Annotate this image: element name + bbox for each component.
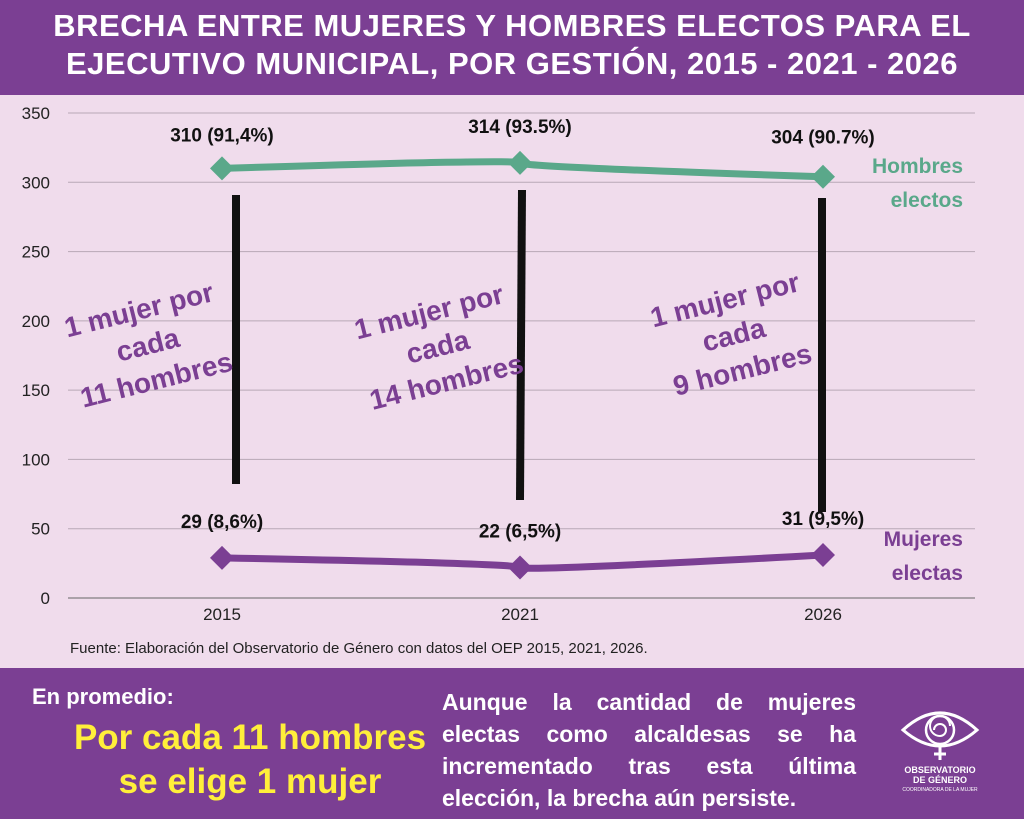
x-tick-label: 2021 [501,605,539,624]
gap-bar [516,189,526,501]
line-chart: 0 50 100 150 200 250 300 350 2015 2021 2026 1 mujer… [22,104,975,624]
footer [0,668,1024,819]
data-point [508,555,532,580]
data-label: 304 (90.7%) [771,128,875,149]
data-point [210,156,234,181]
average-label: En promedio: [32,684,174,709]
header: BRECHA ENTRE MUJERES Y HOMBRES ELECTOS P… [0,0,1024,95]
logo-subtext: COORDINADORA DE LA MUJER [902,787,978,793]
series-name-label: Hombres [872,155,963,178]
note-line: elección, la brecha aún persiste. [442,785,797,811]
observatorio-eye-icon [900,711,980,760]
data-label: 22 (6,5%) [479,522,561,543]
note-line: electas como alcaldesas se ha [442,721,856,747]
data-label: 310 (91,4%) [170,125,274,146]
series-name-label: electas [892,562,963,585]
y-tick-label: 300 [22,173,50,192]
y-tick-label: 350 [22,104,50,123]
source-note: Fuente: Elaboración del Observatorio de … [70,640,648,657]
chart-title-line2: EJECUTIVO MUNICIPAL, POR GESTIÓN, 2015 -… [66,46,958,81]
y-tick-label: 100 [22,450,50,469]
note-line: incrementado tras esta última [442,753,856,779]
data-point [811,543,835,568]
data-point [811,164,835,189]
x-tick-label: 2015 [203,605,241,624]
chart-area: 0 50 100 150 200 250 300 350 2015 2021 2026 1 mujer… [0,95,1024,668]
logo-text: OBSERVATORIO DE GÉNERO [904,765,976,785]
series-name-label: Mujeres [884,528,963,551]
footer-note: Aunque la cantidad de mujeres electas co… [442,686,856,814]
data-label: 29 (8,6%) [181,512,263,533]
highlight-line1: Por cada 11 hombres [73,718,427,757]
y-tick-label: 50 [31,520,50,539]
y-tick-label: 0 [41,589,50,608]
highlight-line2: se elige 1 mujer [118,762,382,801]
data-label: 314 (93.5%) [468,117,572,138]
note-line: Aunque la cantidad de mujeres [442,689,856,715]
y-tick-label: 250 [22,243,50,262]
y-tick-label: 200 [22,312,50,331]
data-label: 31 (9,5%) [782,509,864,530]
data-point [508,150,532,175]
series-name-label: electos [891,189,963,212]
y-tick-label: 150 [22,381,50,400]
x-tick-label: 2026 [804,605,842,624]
chart-title-line1: BRECHA ENTRE MUJERES Y HOMBRES ELECTOS P… [53,8,971,43]
data-point [210,545,234,570]
